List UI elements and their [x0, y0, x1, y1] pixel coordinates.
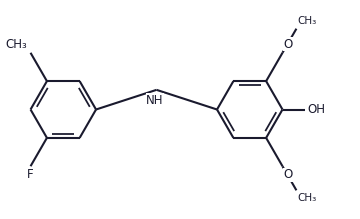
Text: O: O	[284, 168, 293, 182]
Text: CH₃: CH₃	[298, 193, 317, 203]
Text: CH₃: CH₃	[298, 16, 317, 26]
Text: NH: NH	[146, 94, 164, 107]
Text: CH₃: CH₃	[5, 37, 27, 51]
Text: OH: OH	[308, 103, 326, 116]
Text: O: O	[284, 37, 293, 51]
Text: F: F	[27, 168, 34, 182]
